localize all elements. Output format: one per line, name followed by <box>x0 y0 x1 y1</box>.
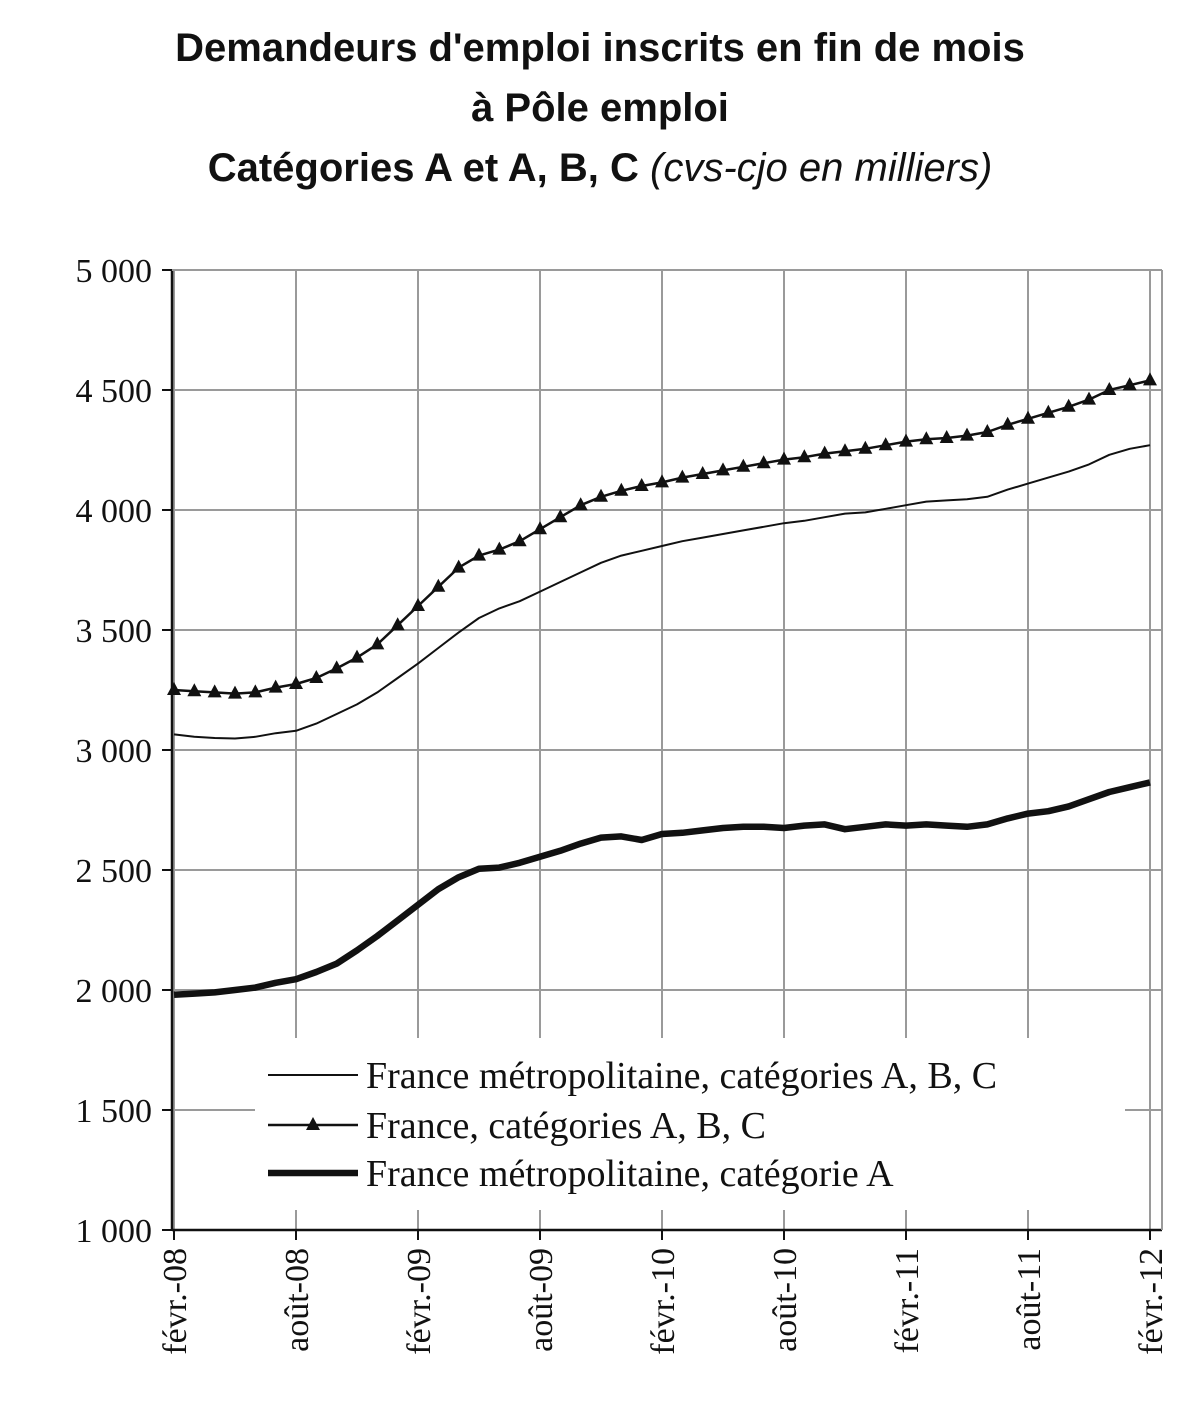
data-point-marker <box>878 437 893 451</box>
x-tick-label: févr.-08 <box>157 1248 194 1355</box>
data-point-marker <box>390 617 405 631</box>
data-point-marker <box>838 443 852 457</box>
data-point-marker <box>716 462 730 476</box>
data-point-marker <box>817 445 832 459</box>
x-tick-label: août-11 <box>1011 1248 1048 1351</box>
data-point-marker <box>1082 391 1096 405</box>
legend-box <box>255 1038 1125 1210</box>
data-point-marker <box>268 679 283 693</box>
x-tick-label: août-08 <box>279 1248 316 1352</box>
data-point-marker <box>187 683 202 697</box>
y-tick-label: 4 500 <box>76 373 153 410</box>
data-point-marker <box>207 684 222 698</box>
data-point-marker <box>492 541 507 555</box>
y-tick-label: 5 000 <box>76 253 153 290</box>
data-point-marker <box>512 533 527 547</box>
x-tick-label: févr.-11 <box>889 1248 926 1353</box>
data-point-marker <box>573 497 588 511</box>
data-point-marker <box>1061 398 1076 412</box>
x-tick-label: févr.-12 <box>1133 1248 1170 1355</box>
chart-subtitle-main: Catégories A et A, B, C <box>207 146 639 190</box>
data-point-marker <box>350 649 364 663</box>
legend-marker <box>306 1117 320 1130</box>
data-point-marker <box>411 598 425 611</box>
chart-subtitle-unit: (cvs-cjo en milliers) <box>650 146 993 190</box>
data-point-marker <box>960 427 974 441</box>
y-tick-label: 3 500 <box>76 613 153 650</box>
x-tick-label: févr.-09 <box>401 1248 438 1355</box>
data-point-marker <box>370 636 385 650</box>
data-point-marker <box>777 451 791 465</box>
data-point-marker <box>858 440 873 454</box>
chart-title-block: Demandeurs d'emploi inscrits en fin de m… <box>0 18 1200 198</box>
y-tick-label: 1 000 <box>76 1213 153 1250</box>
data-point-marker <box>472 547 486 561</box>
x-tick-label: août-10 <box>767 1248 804 1352</box>
data-point-marker <box>736 458 751 472</box>
data-point-marker <box>289 676 303 689</box>
series-line <box>173 444 1151 740</box>
data-point-marker <box>431 578 446 592</box>
y-tick-label: 3 000 <box>76 733 153 770</box>
legend-label: France métropolitaine, catégorie A <box>366 1153 894 1195</box>
data-point-marker <box>655 474 669 488</box>
data-point-marker <box>167 682 181 695</box>
data-point-marker <box>533 521 547 535</box>
chart-subtitle: Catégories A et A, B, C (cvs-cjo en mill… <box>0 138 1200 198</box>
data-point-marker <box>1000 416 1015 430</box>
data-point-marker <box>1122 377 1137 391</box>
chart-title: Demandeurs d'emploi inscrits en fin de m… <box>175 26 1025 70</box>
data-point-marker <box>228 685 242 699</box>
chart-title-line2: à Pôle emploi <box>471 86 729 130</box>
y-tick-label: 1 500 <box>76 1093 153 1130</box>
data-point-marker <box>797 449 812 463</box>
data-point-marker <box>695 466 710 479</box>
x-tick-label: févr.-10 <box>645 1248 682 1355</box>
data-point-marker <box>939 430 954 443</box>
data-point-marker <box>594 488 608 502</box>
y-tick-label: 4 000 <box>76 493 153 530</box>
data-point-marker <box>1143 372 1157 386</box>
data-point-marker <box>309 670 324 683</box>
data-point-marker <box>1041 404 1056 418</box>
data-point-marker <box>614 482 629 496</box>
data-point-marker <box>1021 410 1035 424</box>
y-tick-label: 2 000 <box>76 973 153 1010</box>
legend-label: France, catégories A, B, C <box>366 1105 766 1147</box>
data-point-marker <box>919 431 934 445</box>
data-point-marker <box>634 478 649 491</box>
y-tick-label: 2 500 <box>76 853 153 890</box>
data-point-marker <box>675 469 690 483</box>
data-point-marker <box>329 660 344 674</box>
x-tick-label: août-09 <box>523 1248 560 1352</box>
data-point-marker <box>451 559 466 573</box>
data-point-marker <box>1102 382 1117 395</box>
series-line <box>173 779 1151 999</box>
data-point-marker <box>980 424 995 437</box>
data-point-marker <box>553 509 568 523</box>
data-point-marker <box>756 455 771 469</box>
legend-label: France métropolitaine, catégories A, B, … <box>366 1055 997 1097</box>
data-point-marker <box>248 684 263 698</box>
data-point-marker <box>899 433 913 447</box>
